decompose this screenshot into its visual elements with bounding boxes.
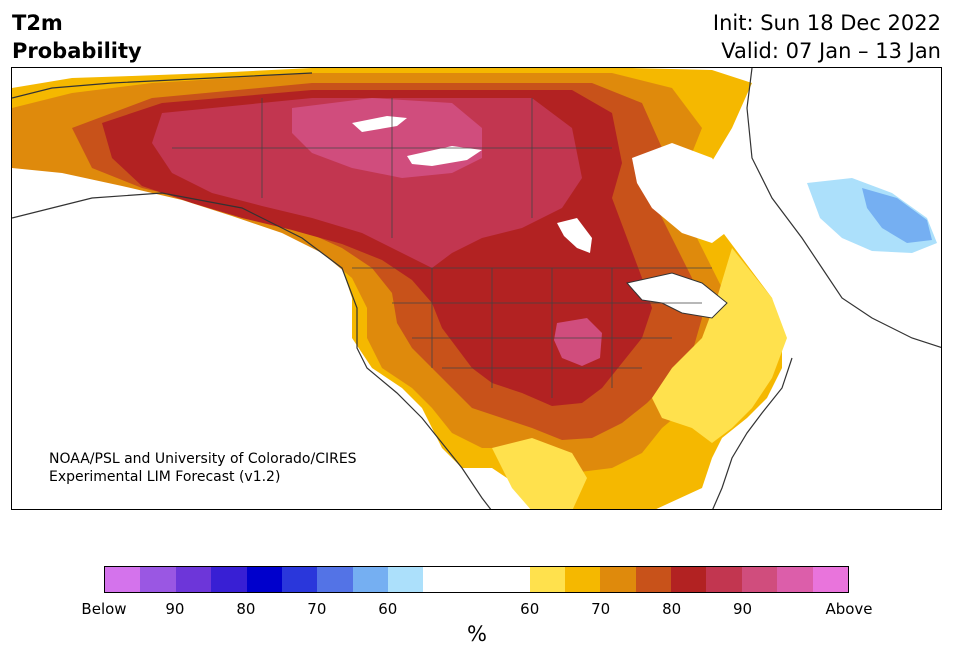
probability-map [11, 67, 942, 510]
colorbar-swatch-above-5 [706, 567, 742, 592]
title-line-1: T2m [12, 11, 63, 35]
colorbar-swatch-below-0 [105, 567, 141, 592]
date-info: Init: Sun 18 Dec 2022 Valid: 07 Jan – 13… [713, 9, 941, 65]
colorbar-swatch-above-8 [812, 567, 848, 592]
colorbar-swatch-below-1 [140, 567, 176, 592]
great-lake-small-2 [407, 146, 482, 166]
colorbar-tick-label: 60 [378, 600, 398, 618]
state-borders [172, 98, 712, 398]
colorbar-tick-label: Above [825, 600, 873, 618]
colorbar-swatch-above-6 [741, 567, 778, 592]
east-coastline [712, 68, 941, 509]
colorbar [104, 566, 849, 593]
colorbar-swatch-above-0 [529, 567, 565, 592]
colorbar-tick-label: 90 [165, 600, 185, 618]
colorbar-tick-label: 70 [307, 600, 327, 618]
colorbar-tick-label: 80 [236, 600, 256, 618]
east-yellow-band [652, 248, 787, 443]
init-date: Init: Sun 18 Dec 2022 [712, 11, 941, 35]
credit-line-2: Experimental LIM Forecast (v1.2) [49, 469, 281, 485]
colorbar-tick-label: 70 [591, 600, 611, 618]
valid-period: Valid: 07 Jan – 13 Jan [721, 39, 941, 63]
hudson-bay [632, 143, 732, 243]
colorbar-swatch-below-6 [317, 567, 353, 592]
colorbar-swatch-above-3 [635, 567, 672, 592]
great-lakes [626, 272, 728, 319]
colorbar-swatch-below-7 [352, 567, 388, 592]
colorbar-swatch-neutral [423, 567, 530, 592]
great-lake-small-3 [557, 218, 592, 253]
great-lake-small-1 [352, 116, 407, 132]
colorbar-tick-label: 80 [662, 600, 682, 618]
west-coastline [12, 72, 492, 509]
colorbar-swatch-above-4 [671, 567, 707, 592]
map-canvas [12, 68, 941, 509]
southwest-yellow [492, 438, 587, 509]
colorbar-swatch-below-8 [388, 567, 424, 592]
colorbar-tick-label: Below [81, 600, 127, 618]
colorbar-swatch-below-2 [175, 567, 212, 592]
colorbar-swatch-above-2 [600, 567, 636, 592]
colorbar-tick-label: 90 [733, 600, 753, 618]
colorbar-swatch-below-4 [246, 567, 282, 592]
colorbar-swatch-above-7 [777, 567, 813, 592]
below-normal-labrador-core [862, 188, 932, 243]
credit-text: NOAA/PSL and University of Colorado/CIRE… [49, 450, 357, 486]
colorbar-swatch-above-1 [564, 567, 601, 592]
map-title: T2m Probability [12, 9, 142, 65]
colorbar-swatch-below-3 [211, 567, 247, 592]
plains-pink-spot [554, 318, 602, 366]
title-line-2: Probability [12, 39, 142, 63]
colorbar-unit: % [467, 622, 487, 646]
credit-line-1: NOAA/PSL and University of Colorado/CIRE… [49, 451, 357, 467]
colorbar-swatch-below-5 [281, 567, 318, 592]
colorbar-tick-label: 60 [520, 600, 540, 618]
